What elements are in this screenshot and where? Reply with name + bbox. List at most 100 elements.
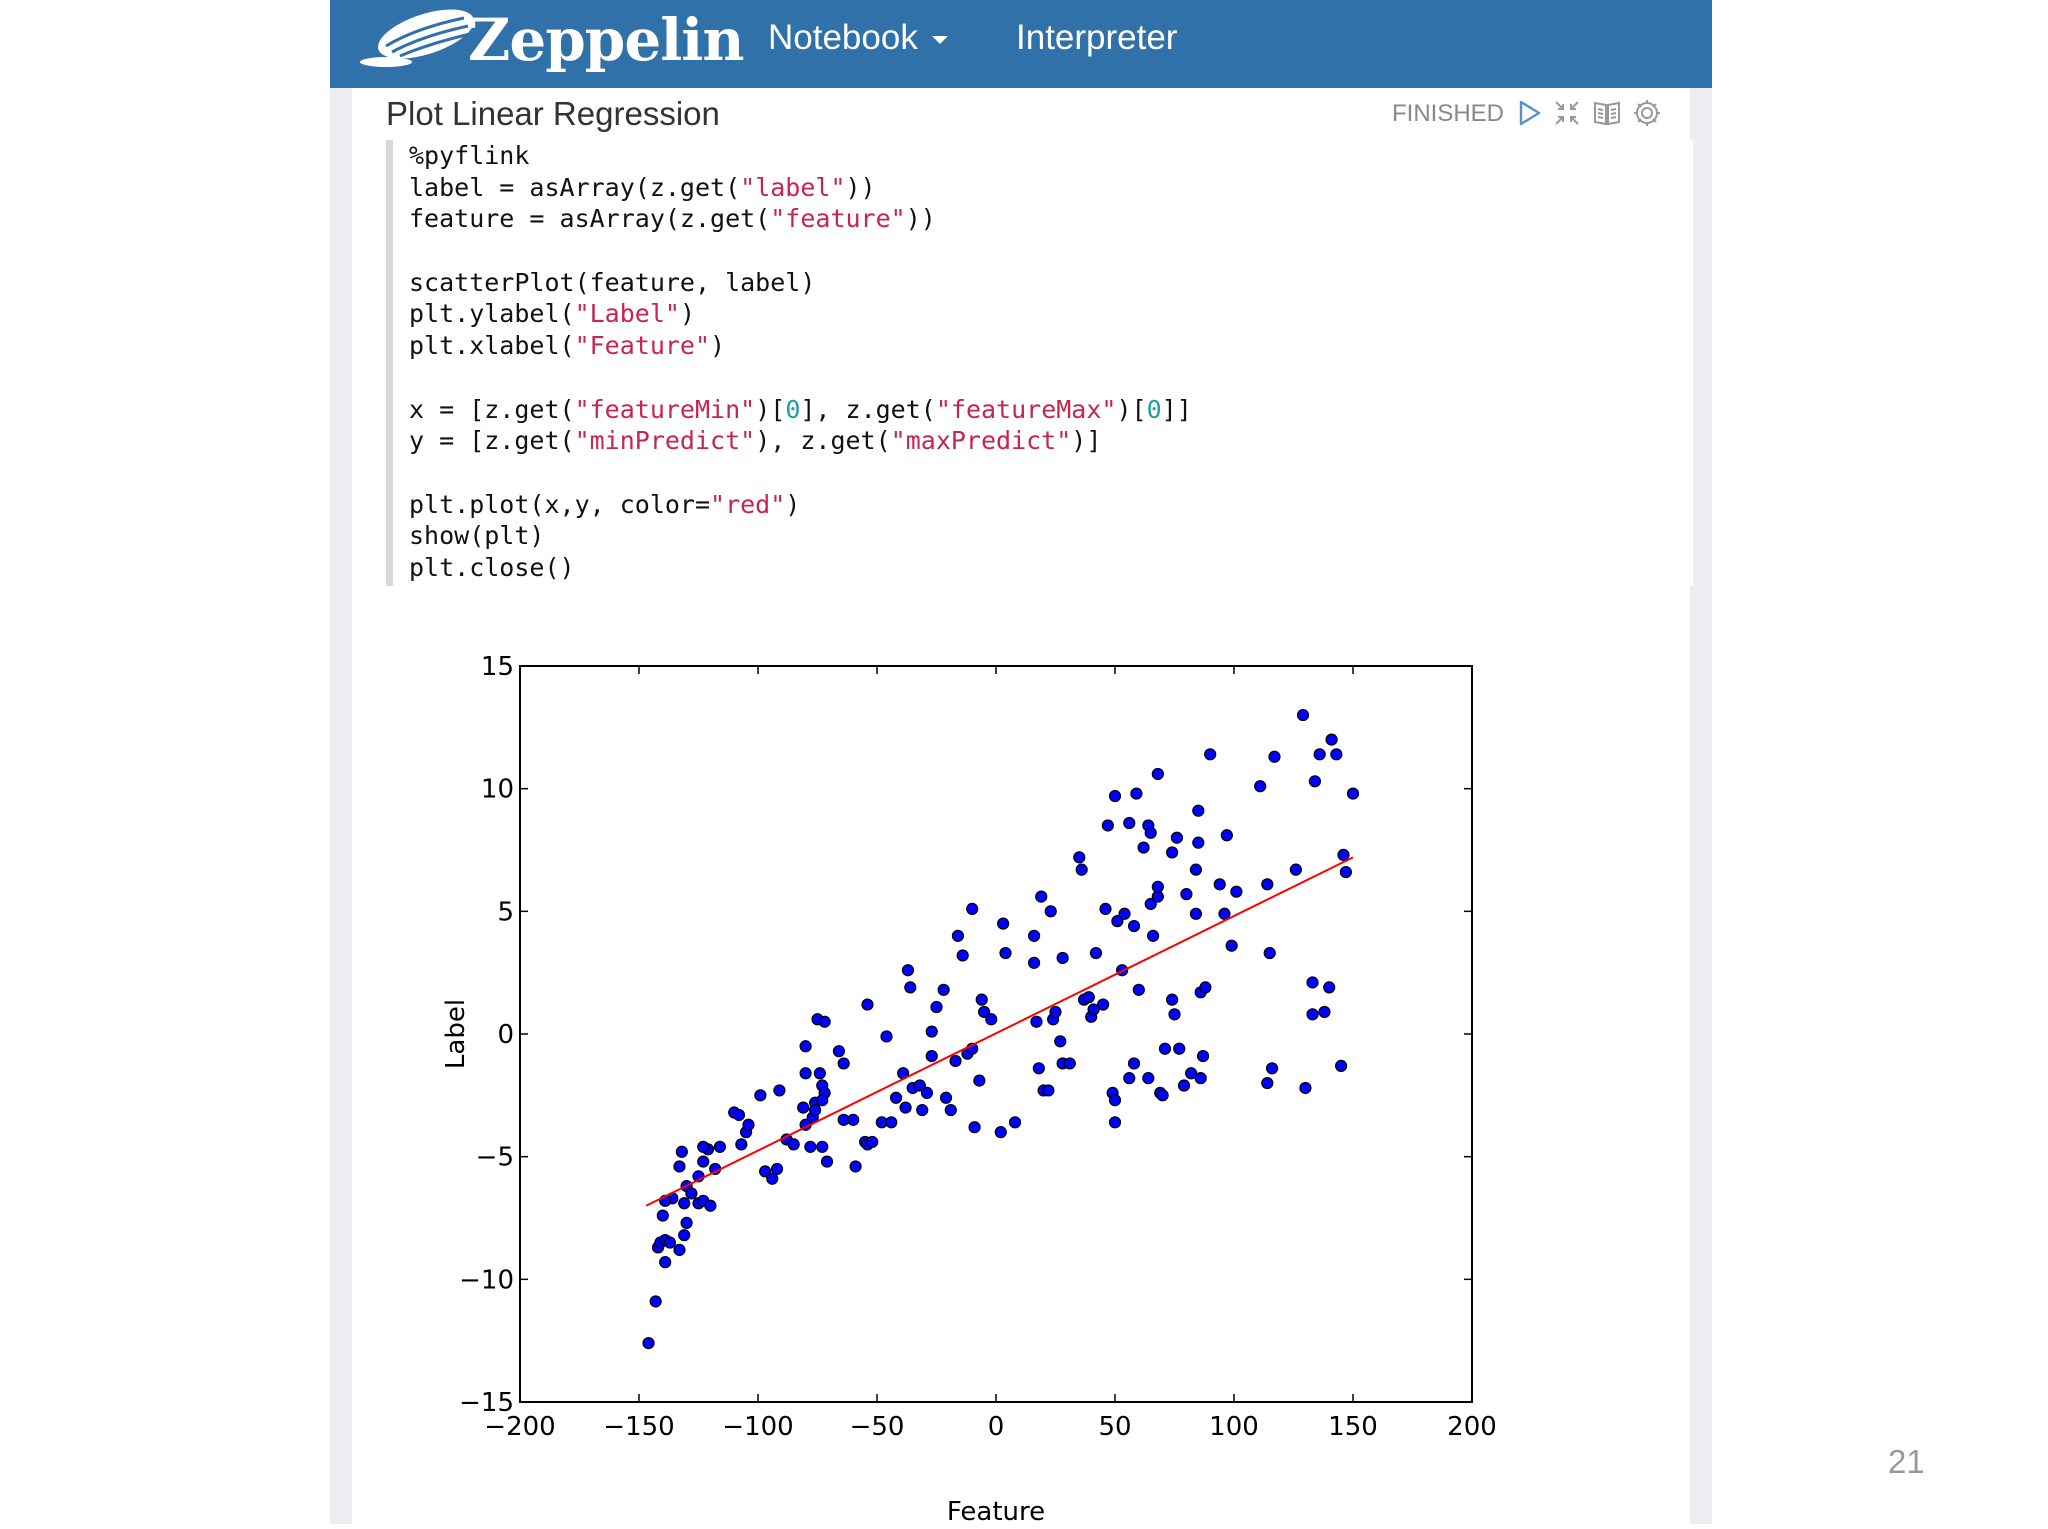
scatter-point [820, 1155, 834, 1168]
scatter-point [787, 1138, 800, 1151]
scatter-point [1132, 983, 1145, 996]
hide-editor-icon[interactable] [1550, 96, 1584, 130]
scatter-point [754, 1089, 767, 1102]
scatter-point [1144, 826, 1157, 839]
scatter-point [1146, 929, 1160, 942]
code-token: "Feature" [574, 331, 711, 361]
scatter-point [1063, 1057, 1076, 1070]
code-token: ]] [1161, 394, 1192, 424]
scatter-point [1144, 897, 1157, 911]
code-token: "Label" [574, 299, 680, 329]
x-axis-label: Feature [947, 1497, 1045, 1524]
code-token: ) [679, 299, 695, 329]
scatter-point [1087, 1003, 1100, 1016]
code-editor[interactable]: %pyflink label = asArray(z.get("label")) f… [386, 140, 1693, 586]
scatter-point [1027, 956, 1041, 969]
scatter-point [704, 1199, 717, 1212]
scatter-point [1189, 907, 1203, 920]
scatter-point [680, 1216, 693, 1230]
page-number: 21 [1888, 1443, 1925, 1480]
scatter-point [742, 1118, 755, 1131]
code-token: y = [z.get( [409, 426, 575, 456]
scatter-point [1268, 750, 1281, 763]
scatter-point [799, 1067, 812, 1080]
scatter-point [1180, 888, 1193, 901]
scatter-point [889, 1091, 903, 1104]
scatter-point [656, 1209, 669, 1222]
scatter-point [997, 917, 1010, 930]
scatter-point [804, 1140, 817, 1153]
scatter-point [1299, 1081, 1312, 1095]
code-token: scatterPlot(feature, label) [409, 267, 816, 297]
brand-title[interactable]: Zeppelin [468, 6, 744, 74]
scatter-point [1127, 919, 1141, 933]
scatter-point [849, 1160, 862, 1173]
scatter-point [901, 964, 915, 977]
code-token: ), z.get( [755, 426, 891, 456]
scatter-point [1082, 991, 1095, 1004]
scatter-point [1346, 787, 1360, 800]
paragraph-title[interactable]: Plot Linear Regression [386, 95, 720, 132]
scatter-point [809, 1103, 822, 1117]
run-icon[interactable] [1512, 96, 1546, 130]
caret-down-icon [931, 35, 948, 44]
chart-svg: −200 −150 −100 −50 0 50 100 150 200−15−10−505101… [441, 652, 1497, 1527]
navbar: Zeppelin Notebook Interpreter [330, 0, 1712, 88]
scatter-point [1108, 1116, 1122, 1129]
scatter-point [1108, 1094, 1122, 1107]
code-token: )] [1071, 426, 1102, 456]
scatter-point [880, 1030, 893, 1043]
scatter-point [697, 1140, 710, 1153]
code-token: plt.plot(x,y, color= [409, 489, 711, 519]
code-line: y = [z.get("minPredict"), z.get("maxPred… [409, 425, 1192, 457]
scatter-point [1151, 767, 1164, 781]
code-token: )) [905, 204, 936, 234]
code-token: ) [710, 331, 726, 361]
notebook-menu[interactable]: Notebook [768, 14, 948, 62]
code-token: ) [785, 489, 801, 519]
code-line [409, 362, 1192, 394]
scatter-point [1177, 1079, 1191, 1092]
interpreter-menu[interactable]: Interpreter [1016, 18, 1178, 57]
x-tick-label: 100 [1209, 1412, 1259, 1442]
gear-icon[interactable] [1630, 96, 1664, 130]
scatter-point [642, 1337, 655, 1350]
scatter-point [1337, 848, 1350, 862]
scatter-point [659, 1256, 672, 1269]
scatter-point [818, 1015, 831, 1028]
code-line: plt.close() [409, 552, 1192, 584]
code-token: plt.xlabel( [409, 331, 575, 361]
scatter-point [1099, 902, 1112, 915]
code-line: plt.xlabel("Feature") [409, 330, 1192, 362]
scatter-point [1339, 865, 1352, 879]
y-tick-label: −10 [459, 1265, 514, 1295]
scatter-point [951, 929, 965, 942]
zeppelin-logo-icon[interactable] [356, 6, 486, 72]
book-icon[interactable] [1590, 96, 1624, 130]
scatter-point [1073, 851, 1086, 864]
code-token: label = asArray(z.get( [409, 172, 741, 202]
scatter-point [673, 1160, 686, 1173]
code-token: "label" [740, 172, 846, 202]
scatter-point [816, 1140, 829, 1153]
scatter-point [1306, 1008, 1319, 1021]
scatter-point [949, 1054, 962, 1068]
scatter-point [732, 1108, 746, 1122]
scatter-point [861, 998, 874, 1011]
code-token: plt.close() [409, 552, 575, 582]
code-line: show(plt) [409, 520, 1192, 552]
scatter-point [770, 1162, 784, 1176]
scatter-point [1089, 946, 1103, 960]
scatter-point [1127, 1057, 1141, 1070]
scatter-point [925, 1049, 938, 1063]
scatter-point [1027, 929, 1041, 942]
scatter-point [1166, 846, 1179, 859]
scatter-point [1158, 1042, 1172, 1055]
scatter-point [1049, 1005, 1062, 1019]
scatter-point [1296, 708, 1310, 722]
scatter-point [766, 1172, 779, 1185]
scatter-point [773, 1084, 786, 1097]
scatter-point [999, 946, 1012, 960]
scatter-point [1032, 1062, 1045, 1075]
scatter-point [1111, 915, 1124, 928]
